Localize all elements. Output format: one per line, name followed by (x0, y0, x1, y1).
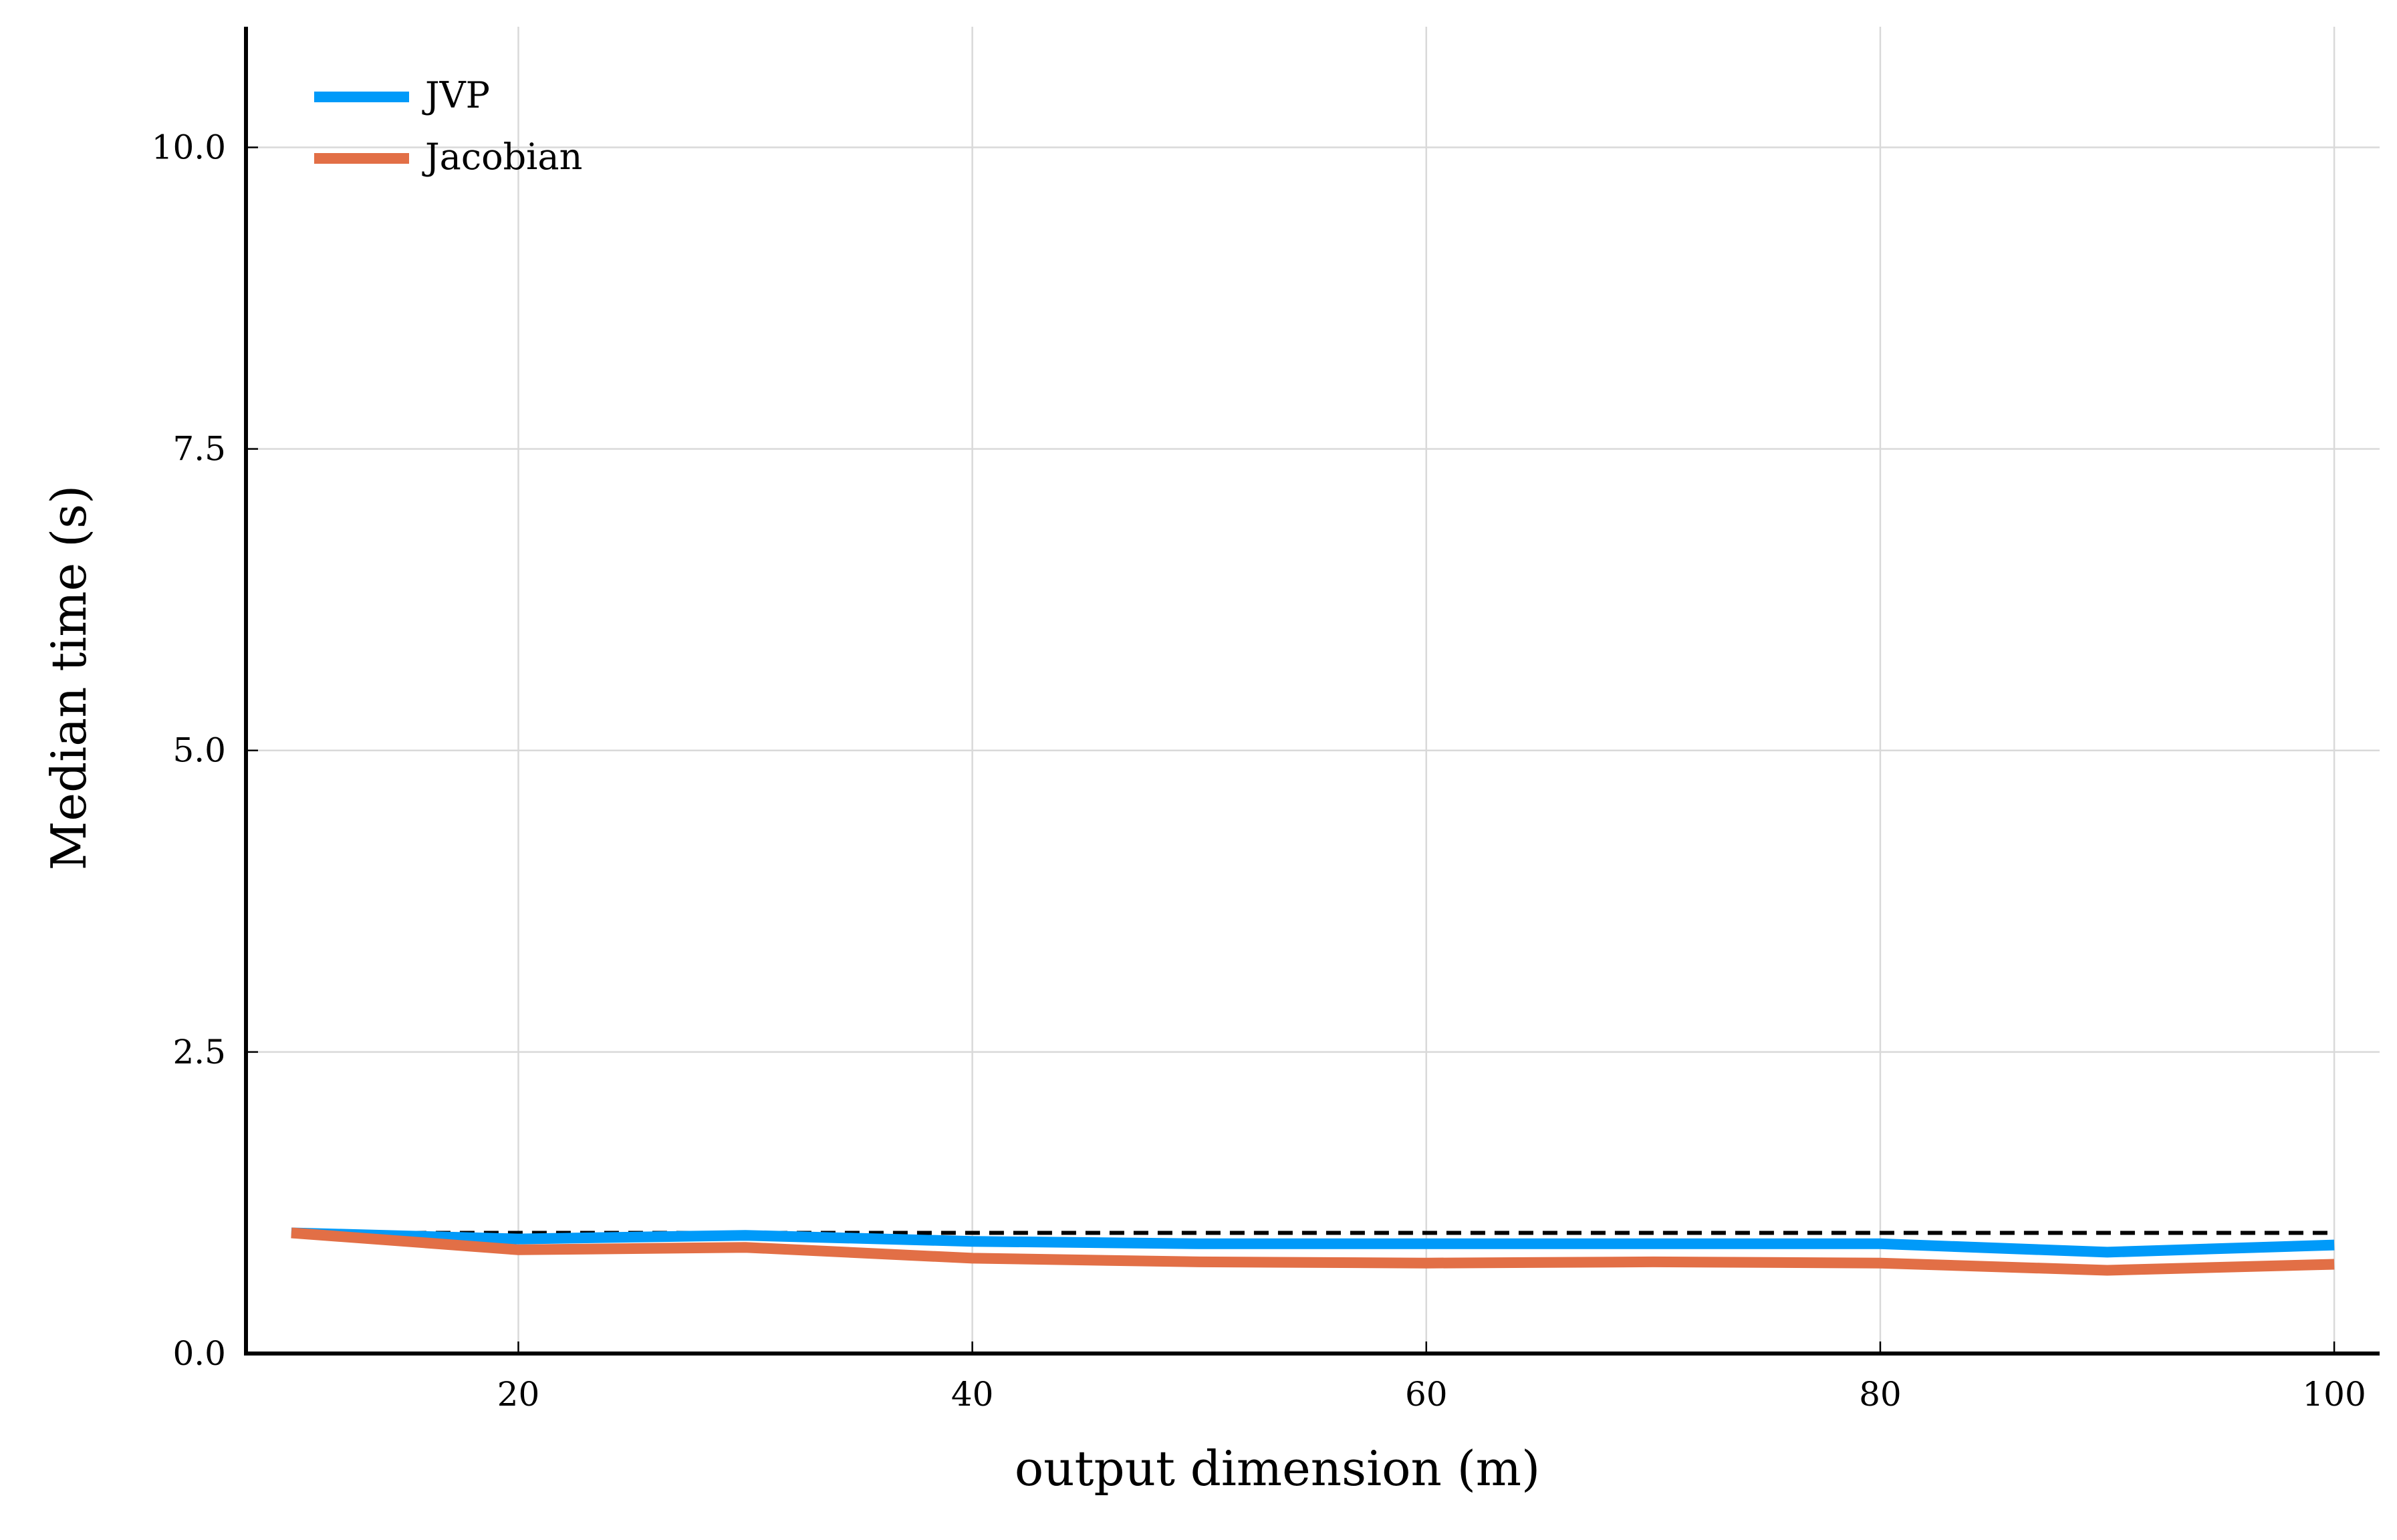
y-tick-label: 0.0 (172, 1334, 226, 1373)
series-line-jacobian (291, 1227, 2335, 1276)
legend-label-jacobian: Jacobian (422, 136, 582, 178)
legend: JVP Jacobian (314, 74, 582, 178)
y-tick-label: 5.0 (172, 731, 226, 770)
grid-layer (246, 27, 2380, 1355)
x-tick-label: 20 (497, 1375, 540, 1414)
x-tick-label: 100 (2302, 1375, 2366, 1414)
x-tick-label: 40 (951, 1375, 994, 1414)
y-tick-label: 10.0 (152, 128, 226, 166)
y-axis-label: Median time (s) (41, 485, 97, 871)
y-tick-label: 2.5 (172, 1033, 226, 1071)
axis-layer (244, 27, 2380, 1356)
series-line-jvp (291, 1227, 2335, 1258)
x-axis-label: output dimension (m) (1015, 1440, 1540, 1497)
series-layer (291, 1227, 2335, 1276)
x-tick-label: 80 (1859, 1375, 1902, 1414)
x-tick-label: 60 (1405, 1375, 1448, 1414)
y-tick-label: 7.5 (172, 430, 226, 469)
legend-label-jvp: JVP (422, 74, 490, 116)
tick-layer: 20 40 60 80 100 0.0 2.5 5.0 7.5 10.0 (152, 128, 2366, 1414)
